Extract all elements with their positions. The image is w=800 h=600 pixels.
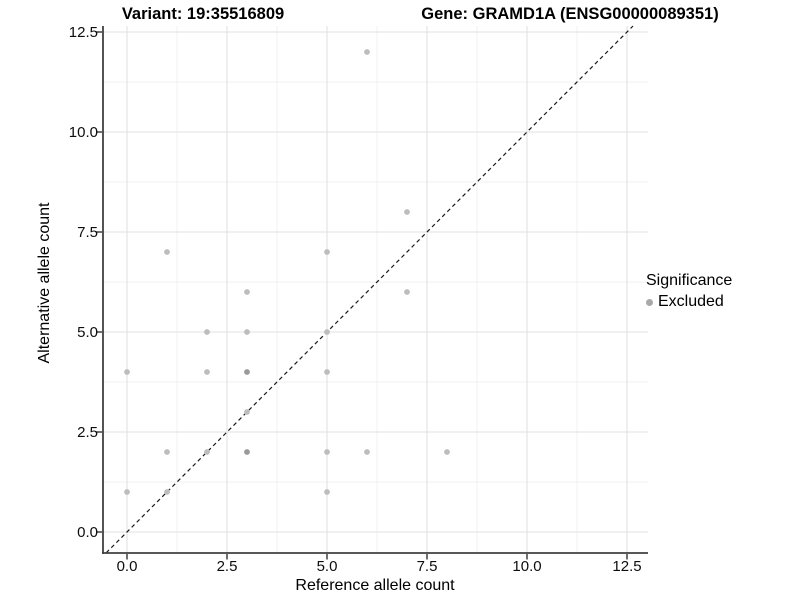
data-point [204, 449, 210, 455]
data-point [324, 449, 330, 455]
y-tick-label: 7.5 [77, 224, 98, 241]
x-tick-label: 2.5 [217, 558, 238, 575]
data-point [164, 449, 170, 455]
legend-title: Significance [646, 272, 733, 289]
x-axis-title: Reference allele count [295, 577, 455, 594]
data-point [164, 489, 170, 495]
data-point [444, 449, 450, 455]
x-tick-label: 10.0 [512, 558, 541, 575]
data-point [404, 209, 410, 215]
data-point [244, 369, 250, 375]
data-point [124, 369, 130, 375]
y-tick-label: 0.0 [77, 524, 98, 541]
data-point [244, 329, 250, 335]
x-tick-label: 5.0 [317, 558, 338, 575]
data-point [324, 329, 330, 335]
data-point [204, 329, 210, 335]
data-point [364, 449, 370, 455]
data-point [324, 369, 330, 375]
data-point [324, 249, 330, 255]
identity-line [105, 25, 634, 554]
data-point [164, 249, 170, 255]
data-point [324, 489, 330, 495]
x-tick-label: 7.5 [417, 558, 438, 575]
data-point [124, 489, 130, 495]
data-point [244, 409, 250, 415]
legend-item-label: Excluded [658, 293, 724, 310]
data-point [364, 49, 370, 55]
legend-item-excluded: Excluded [646, 292, 732, 312]
data-point [244, 449, 250, 455]
y-tick-label: 2.5 [77, 424, 98, 441]
data-point [204, 369, 210, 375]
legend-key-dot [646, 298, 653, 306]
variant-title: Variant: 19:35516809 [121, 5, 285, 23]
x-tick-label: 12.5 [612, 558, 641, 575]
y-tick-label: 12.5 [69, 24, 98, 41]
y-tick-label: 10.0 [69, 124, 98, 141]
x-tick-label: 0.0 [117, 558, 138, 575]
data-point [244, 289, 250, 295]
y-tick-label: 5.0 [77, 324, 98, 341]
gene-title: Gene: GRAMD1A (ENSG00000089351) [421, 5, 719, 23]
legend: Significance Excluded [646, 271, 732, 312]
data-point [404, 289, 410, 295]
